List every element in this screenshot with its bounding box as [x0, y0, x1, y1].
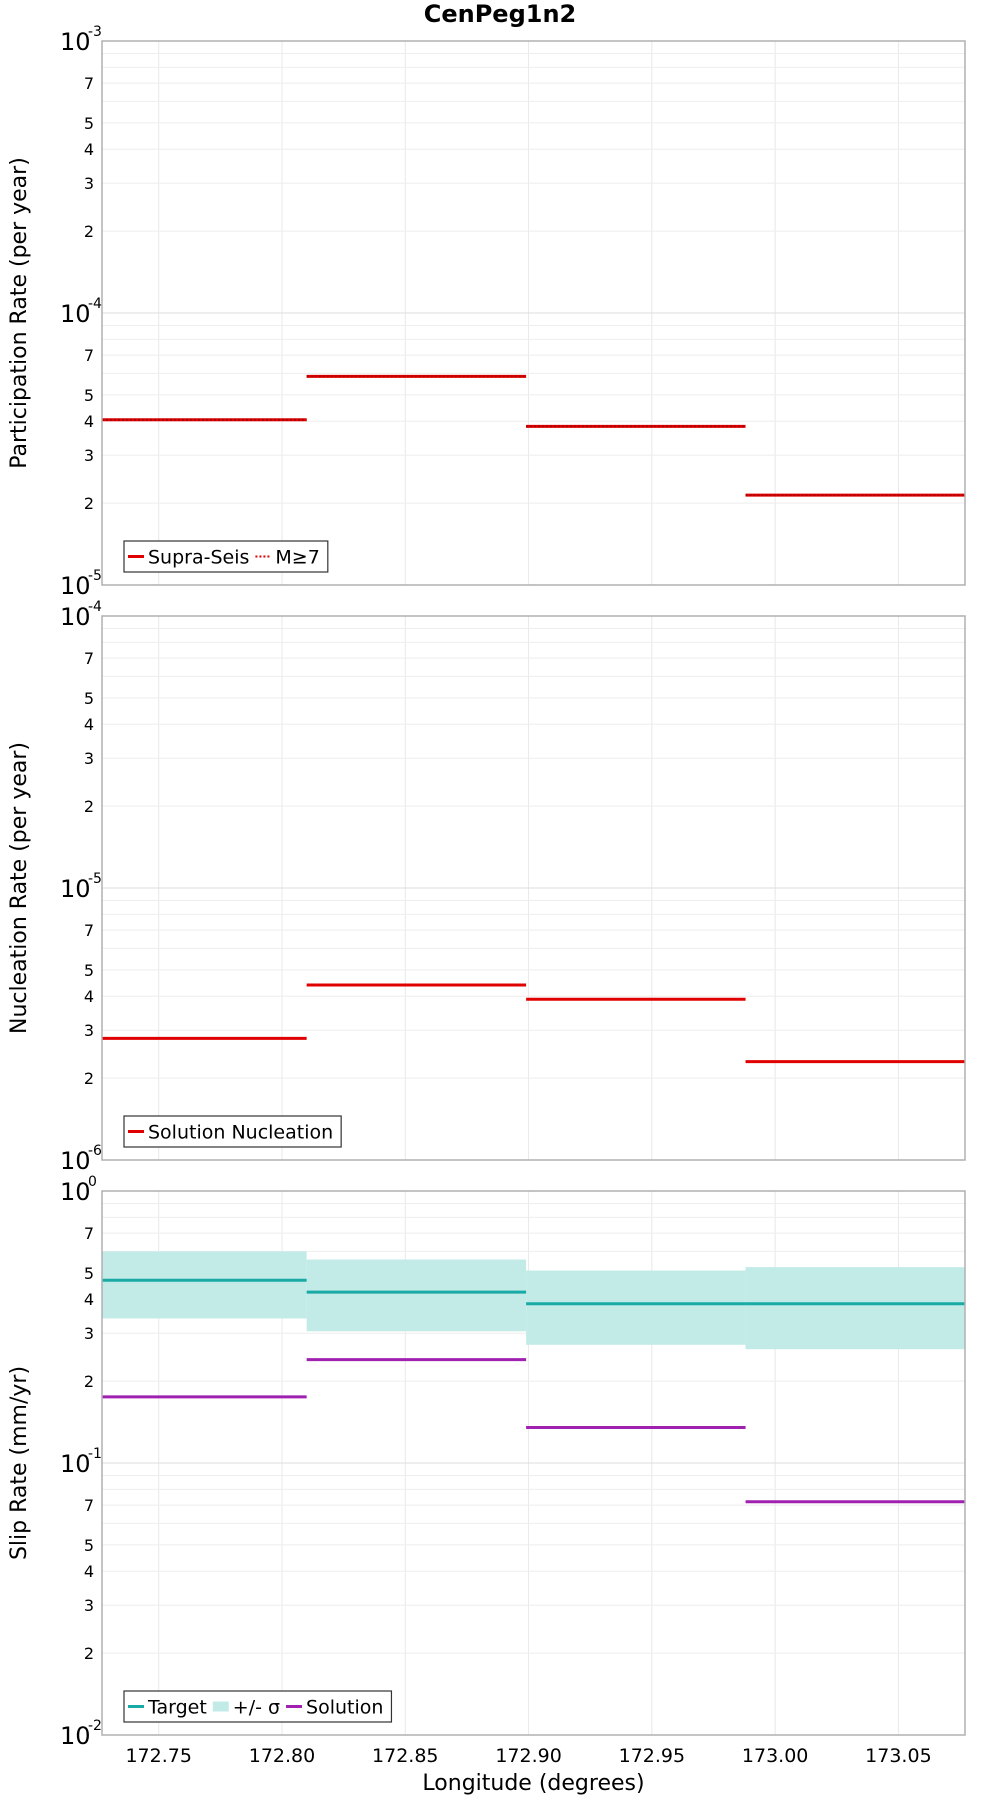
plot-border [101, 1190, 966, 1736]
y-minor-tick-label: 3 [84, 446, 94, 465]
legend: Solution Nucleation [123, 1115, 342, 1148]
y-axis-label: Nucleation Rate (per year) [7, 742, 32, 1034]
y-minor-tick-label: 2 [84, 1069, 94, 1088]
legend-box [123, 1690, 393, 1723]
x-axis-label: Longitude (degrees) [422, 1771, 644, 1796]
y-minor-tick-label: 4 [84, 1562, 94, 1581]
sigma-band-segment [745, 1267, 965, 1350]
y-minor-tick-label: 5 [84, 689, 94, 708]
y-minor-tick-label: 5 [84, 1536, 94, 1555]
x-tick-label: 173.05 [865, 1745, 931, 1767]
y-major-tick-exponent: -4 [88, 599, 102, 615]
y-minor-tick-label: 5 [84, 386, 94, 405]
y-major-tick-base: 10 [60, 603, 91, 631]
y-minor-tick-label: 7 [84, 649, 94, 668]
legend: Target +/- σ Solution [123, 1690, 393, 1723]
legend-label: Solution [306, 1697, 383, 1719]
x-tick-label: 172.80 [249, 1745, 315, 1767]
y-major-tick-base: 10 [60, 1147, 91, 1175]
legend-label: Supra-Seis [148, 547, 249, 569]
y-minor-tick-label: 4 [84, 140, 94, 159]
y-minor-tick-label: 7 [84, 1496, 94, 1515]
chart-title: CenPeg1n2 [424, 0, 577, 28]
y-axis-label: Slip Rate (mm/yr) [7, 1366, 32, 1560]
y-minor-tick-label: 2 [84, 1372, 94, 1391]
y-minor-tick-label: 3 [84, 1324, 94, 1343]
sigma-band-segment [306, 1259, 527, 1332]
y-major-tick-base: 10 [60, 300, 91, 328]
y-minor-tick-label: 2 [84, 1644, 94, 1663]
y-minor-tick-label: 7 [84, 74, 94, 93]
legend: Supra-Seis M≥7 [123, 540, 329, 573]
y-minor-tick-label: 3 [84, 174, 94, 193]
legend-box [123, 540, 329, 573]
sigma-band-segment [102, 1251, 307, 1319]
y-minor-tick-label: 3 [84, 749, 94, 768]
y-minor-tick-label: 7 [84, 1224, 94, 1243]
y-minor-tick-label: 3 [84, 1021, 94, 1040]
y-major-tick-base: 10 [60, 1178, 91, 1206]
y-major-tick-base: 10 [60, 875, 91, 903]
y-minor-tick-label: 2 [84, 222, 94, 241]
x-tick-label: 172.95 [619, 1745, 685, 1767]
x-tick-label: 172.75 [125, 1745, 191, 1767]
y-major-tick-exponent: -6 [88, 1143, 102, 1159]
y-minor-tick-label: 2 [84, 494, 94, 513]
y-minor-tick-label: 5 [84, 1264, 94, 1283]
y-minor-tick-label: 7 [84, 921, 94, 940]
x-tick-label: 172.90 [495, 1745, 561, 1767]
y-major-tick-base: 10 [60, 28, 91, 56]
y-major-tick-base: 10 [60, 1722, 91, 1750]
y-minor-tick-label: 4 [84, 715, 94, 734]
legend-label: Target [147, 1697, 207, 1719]
y-major-tick-exponent: -5 [88, 871, 102, 887]
y-minor-tick-label: 5 [84, 114, 94, 133]
y-major-tick-base: 10 [60, 572, 91, 600]
legend-label: M≥7 [275, 547, 319, 569]
legend-label: +/- σ [233, 1697, 280, 1719]
x-tick-label: 172.85 [372, 1745, 438, 1767]
legend-box [123, 1115, 342, 1148]
x-tick-label: 173.00 [742, 1745, 808, 1767]
y-minor-tick-label: 5 [84, 961, 94, 980]
y-minor-tick-label: 4 [84, 412, 94, 431]
y-minor-tick-label: 7 [84, 346, 94, 365]
y-minor-tick-label: 2 [84, 797, 94, 816]
y-major-tick-exponent: 0 [88, 1174, 97, 1190]
y-major-tick-exponent: -5 [88, 568, 102, 584]
plot-border [101, 40, 966, 586]
legend-label: Solution Nucleation [148, 1122, 333, 1144]
y-major-tick-exponent: -1 [88, 1446, 102, 1462]
y-major-tick-base: 10 [60, 1450, 91, 1478]
y-major-tick-exponent: -4 [88, 296, 102, 312]
y-minor-tick-label: 4 [84, 987, 94, 1006]
y-major-tick-exponent: -2 [88, 1718, 102, 1734]
y-minor-tick-label: 3 [84, 1596, 94, 1615]
plot-border [101, 615, 966, 1161]
sigma-band-segment [526, 1270, 746, 1345]
y-major-tick-exponent: -3 [88, 24, 102, 40]
y-minor-tick-label: 4 [84, 1290, 94, 1309]
y-axis-label: Participation Rate (per year) [7, 157, 32, 469]
